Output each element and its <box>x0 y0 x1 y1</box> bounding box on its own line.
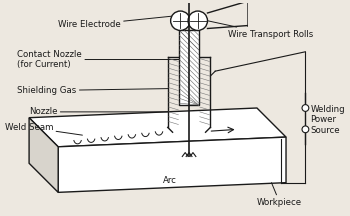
Polygon shape <box>179 30 199 105</box>
Text: Wire Electrode: Wire Electrode <box>58 15 184 29</box>
Text: Wire Transport Rolls: Wire Transport Rolls <box>208 21 313 39</box>
Text: Shielding Gas: Shielding Gas <box>18 86 168 95</box>
Circle shape <box>188 11 208 30</box>
Polygon shape <box>29 108 286 147</box>
Text: Weld Seam: Weld Seam <box>5 123 82 135</box>
Text: Workpiece: Workpiece <box>257 183 302 206</box>
Circle shape <box>171 11 190 30</box>
Polygon shape <box>58 137 286 192</box>
Text: Arc: Arc <box>163 176 177 185</box>
Circle shape <box>302 105 309 111</box>
Circle shape <box>302 126 309 133</box>
Text: Contact Nozzle
(for Current): Contact Nozzle (for Current) <box>18 50 179 69</box>
Polygon shape <box>29 118 58 192</box>
Text: Nozzle: Nozzle <box>29 107 168 116</box>
Text: Welding
Power
Source: Welding Power Source <box>310 105 345 135</box>
